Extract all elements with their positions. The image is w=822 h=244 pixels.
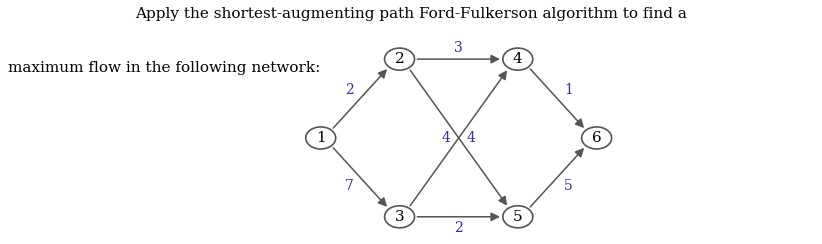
Ellipse shape [385,48,414,70]
Ellipse shape [582,127,612,149]
Ellipse shape [503,206,533,228]
Text: 1: 1 [316,131,326,145]
Ellipse shape [385,206,414,228]
Text: maximum flow in the following network:: maximum flow in the following network: [8,61,321,75]
Text: 5: 5 [564,179,573,193]
Text: 4: 4 [467,131,476,145]
Text: 5: 5 [513,210,523,224]
Text: 2: 2 [455,221,463,235]
Text: 3: 3 [395,210,404,224]
Text: 2: 2 [344,83,353,97]
Text: 7: 7 [344,179,353,193]
Text: Apply the shortest-augmenting path Ford-Fulkerson algorithm to find a: Apply the shortest-augmenting path Ford-… [135,7,687,21]
Text: 3: 3 [455,41,463,55]
Text: 2: 2 [395,52,404,66]
Text: 1: 1 [564,83,573,97]
Ellipse shape [306,127,335,149]
Ellipse shape [503,48,533,70]
Text: 4: 4 [513,52,523,66]
Text: 6: 6 [592,131,602,145]
Text: 4: 4 [441,131,450,145]
